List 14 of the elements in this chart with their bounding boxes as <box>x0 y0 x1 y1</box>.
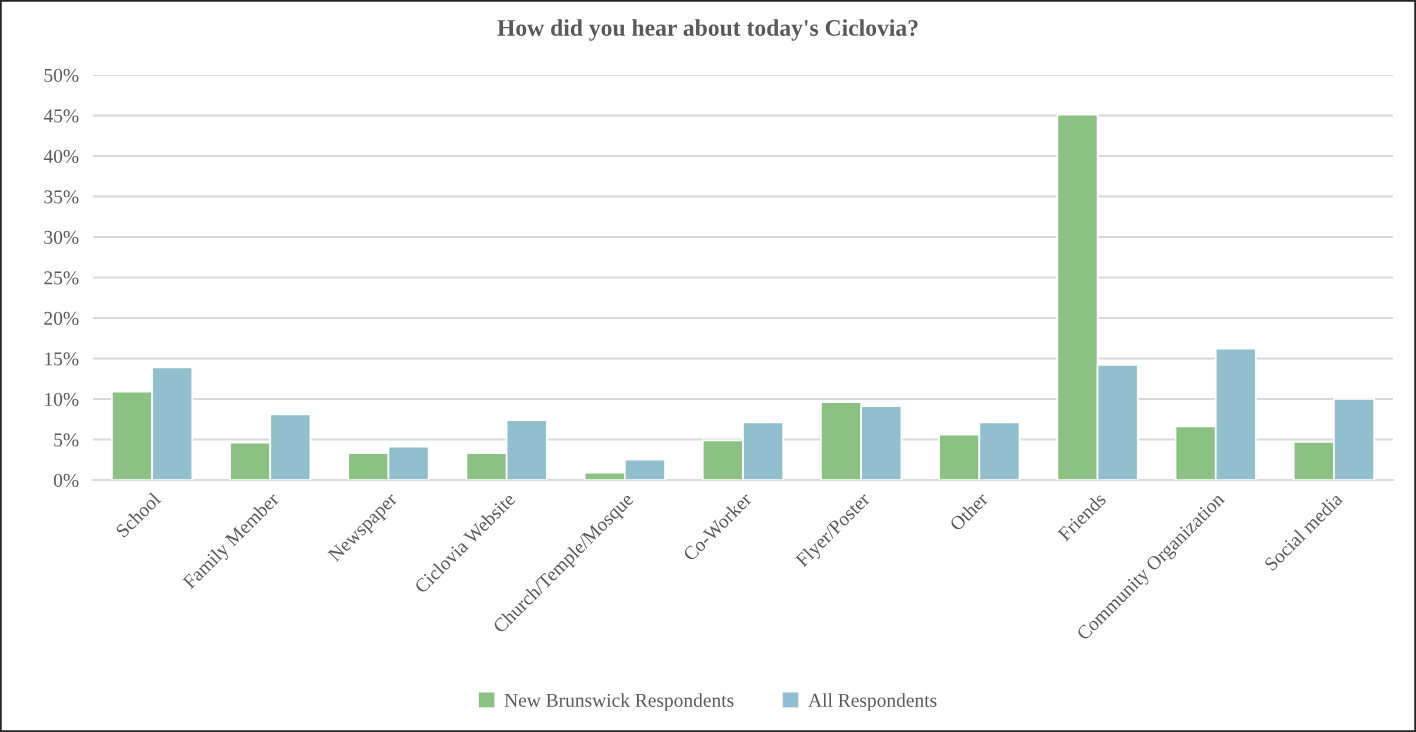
y-tick-label: 10% <box>45 392 79 406</box>
y-tick-label: 20% <box>44 311 79 325</box>
legend-label: New Brunswick Respondents <box>504 693 734 711</box>
y-tick-label: 25% <box>44 271 79 285</box>
legend-label: All Respondents <box>808 693 937 711</box>
y-tick-label: 35% <box>44 190 79 204</box>
y-tick-label: 5% <box>54 433 79 447</box>
y-tick-label: 45% <box>43 109 79 123</box>
y-tick-label: 40% <box>43 149 79 163</box>
y-tick-label: 50% <box>44 68 79 82</box>
y-tick-label: 15% <box>45 352 79 366</box>
y-tick-label: 30% <box>44 230 79 244</box>
y-tick-label: 0% <box>53 473 79 487</box>
chart-title: How did you hear about today's Ciclovia? <box>497 19 918 41</box>
